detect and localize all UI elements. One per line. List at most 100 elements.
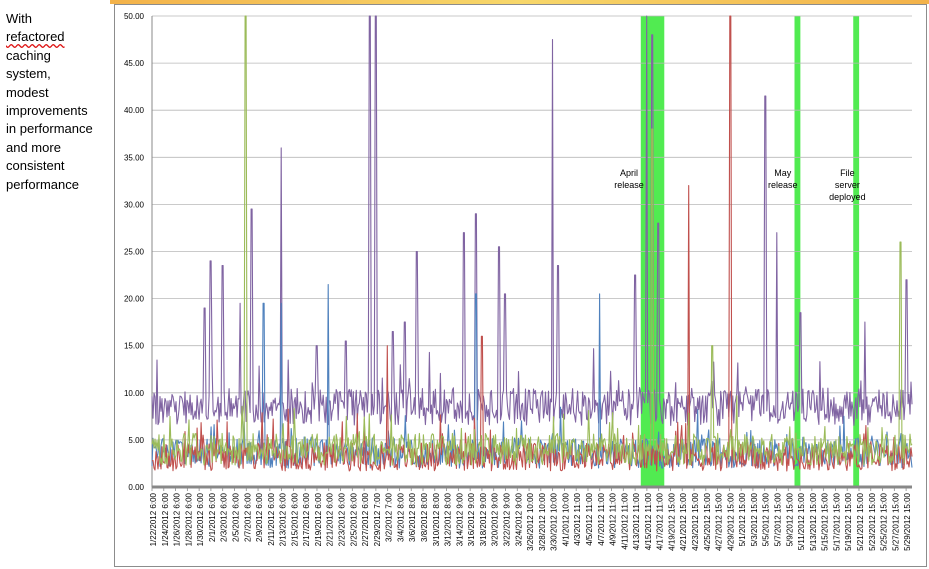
x-tick-label: 2/21/2012 6:00 <box>326 492 335 546</box>
x-tick-label: 1/22/2012 6:00 <box>149 492 158 546</box>
x-tick-label: 1/28/2012 6:00 <box>184 492 193 546</box>
x-tick-label: 5/5/2012 15:00 <box>762 492 771 546</box>
note-line: system, <box>6 66 51 82</box>
x-tick-label: 5/11/2012 15:00 <box>797 492 806 550</box>
y-tick-label: 50.00 <box>124 12 145 21</box>
x-tick-label: 4/13/2012 11:00 <box>632 492 641 550</box>
y-tick-label: 0.00 <box>128 483 144 492</box>
x-tick-label: 2/3/2012 6:00 <box>220 492 229 541</box>
note-line: modest <box>6 84 49 100</box>
chart-annotation: May release <box>768 168 798 190</box>
annotation-line: release <box>614 180 644 190</box>
annotation-line: release <box>768 180 798 190</box>
x-tick-label: 5/21/2012 15:00 <box>856 492 865 550</box>
x-tick-label: 2/11/2012 6:00 <box>267 492 276 545</box>
x-tick-label: 2/17/2012 6:00 <box>302 492 311 546</box>
x-tick-label: 5/17/2012 15:00 <box>832 492 841 550</box>
x-tick-label: 3/10/2012 8:00 <box>432 492 441 546</box>
x-tick-label: 2/29/2012 7:00 <box>373 492 382 546</box>
x-tick-label: 3/22/2012 9:00 <box>502 492 511 546</box>
annotation-line: server <box>835 180 860 190</box>
x-tick-label: 5/13/2012 15:00 <box>809 492 818 550</box>
x-tick-label: 2/15/2012 6:00 <box>290 492 299 546</box>
x-tick-label: 2/9/2012 6:00 <box>255 492 264 541</box>
x-tick-label: 3/26/2012 10:00 <box>526 492 535 550</box>
x-tick-label: 2/1/2012 6:00 <box>208 492 217 541</box>
x-tick-label: 3/20/2012 9:00 <box>491 492 500 546</box>
x-tick-label: 3/28/2012 10:00 <box>538 492 547 550</box>
x-tick-label: 3/12/2012 8:00 <box>444 492 453 546</box>
note-line: caching <box>6 47 51 63</box>
y-tick-label: 30.00 <box>124 200 145 209</box>
x-tick-label: 4/7/2012 11:00 <box>597 492 606 545</box>
annotation-line: May <box>774 168 792 178</box>
x-tick-label: 2/5/2012 6:00 <box>231 492 240 541</box>
note-line: consistent <box>6 158 65 174</box>
x-tick-label: 2/19/2012 6:00 <box>314 492 323 546</box>
x-tick-label: 1/24/2012 6:00 <box>161 492 170 546</box>
note-line: and more <box>6 139 61 155</box>
x-tick-label: 3/14/2012 9:00 <box>455 492 464 546</box>
annotation-note: With refactored caching system, modest i… <box>6 10 106 194</box>
chart-annotation: April release <box>614 168 644 190</box>
x-tick-label: 5/25/2012 15:00 <box>880 492 889 550</box>
x-tick-label: 5/9/2012 15:00 <box>785 492 794 546</box>
y-tick-label: 20.00 <box>124 295 145 304</box>
note-line: refactored <box>6 29 65 45</box>
x-tick-label: 3/30/2012 10:00 <box>550 492 559 550</box>
x-tick-label: 2/25/2012 6:00 <box>349 492 358 546</box>
x-tick-label: 2/7/2012 6:00 <box>243 492 252 541</box>
x-tick-label: 5/3/2012 15:00 <box>750 492 759 546</box>
x-tick-label: 4/27/2012 15:00 <box>715 492 724 550</box>
x-tick-label: 4/29/2012 15:00 <box>726 492 735 550</box>
x-tick-label: 1/30/2012 6:00 <box>196 492 205 546</box>
x-tick-label: 5/1/2012 15:00 <box>738 492 747 546</box>
x-tick-label: 4/5/2012 11:00 <box>585 492 594 545</box>
series-line-4 <box>151 15 913 466</box>
y-tick-label: 40.00 <box>124 106 145 115</box>
x-tick-label: 5/7/2012 15:00 <box>773 492 782 546</box>
series-line-1 <box>151 15 913 427</box>
x-tick-label: 3/6/2012 8:00 <box>408 492 417 541</box>
x-tick-label: 4/17/2012 11:00 <box>656 492 665 550</box>
x-tick-label: 3/4/2012 8:00 <box>396 492 405 541</box>
x-tick-label: 3/2/2012 7:00 <box>385 492 394 541</box>
note-line: performance <box>6 176 79 192</box>
x-tick-label: 5/15/2012 15:00 <box>821 492 830 550</box>
x-tick-label: 3/16/2012 9:00 <box>467 492 476 546</box>
x-tick-label: 5/23/2012 15:00 <box>868 492 877 550</box>
chart-frame <box>114 4 927 567</box>
x-tick-label: 4/3/2012 11:00 <box>573 492 582 545</box>
note-line: improvements <box>6 103 88 119</box>
x-tick-label: 4/25/2012 15:00 <box>703 492 712 550</box>
top-accent-bar <box>110 0 929 4</box>
annotation-line: April <box>620 168 638 178</box>
y-tick-label: 5.00 <box>128 436 144 445</box>
x-tick-label: 4/19/2012 15:00 <box>667 492 676 550</box>
annotation-line: File <box>840 168 855 178</box>
y-tick-label: 35.00 <box>124 153 145 162</box>
x-tick-label: 5/29/2012 15:00 <box>903 492 912 550</box>
x-tick-label: 1/26/2012 6:00 <box>173 492 182 546</box>
y-tick-label: 25.00 <box>124 248 145 257</box>
x-tick-label: 3/18/2012 9:00 <box>479 492 488 546</box>
x-tick-label: 2/13/2012 6:00 <box>279 492 288 546</box>
chart-annotation: File server deployed <box>829 168 866 202</box>
note-line: in performance <box>6 121 93 137</box>
x-tick-label: 5/19/2012 15:00 <box>844 492 853 550</box>
y-tick-label: 15.00 <box>124 342 145 351</box>
x-tick-label: 4/11/2012 11:00 <box>620 492 629 549</box>
x-tick-label: 2/27/2012 6:00 <box>361 492 370 546</box>
x-tick-label: 2/23/2012 6:00 <box>338 492 347 546</box>
y-tick-label: 45.00 <box>124 59 145 68</box>
x-tick-label: 3/24/2012 9:00 <box>514 492 523 546</box>
y-tick-label: 10.00 <box>124 389 145 398</box>
x-tick-label: 4/23/2012 15:00 <box>691 492 700 550</box>
x-tick-label: 5/27/2012 15:00 <box>891 492 900 550</box>
x-tick-label: 4/1/2012 10:00 <box>561 492 570 546</box>
note-line: With <box>6 11 32 26</box>
x-tick-label: 4/15/2012 11:00 <box>644 492 653 550</box>
annotation-line: deployed <box>829 192 866 202</box>
x-tick-label: 3/8/2012 8:00 <box>420 492 429 541</box>
